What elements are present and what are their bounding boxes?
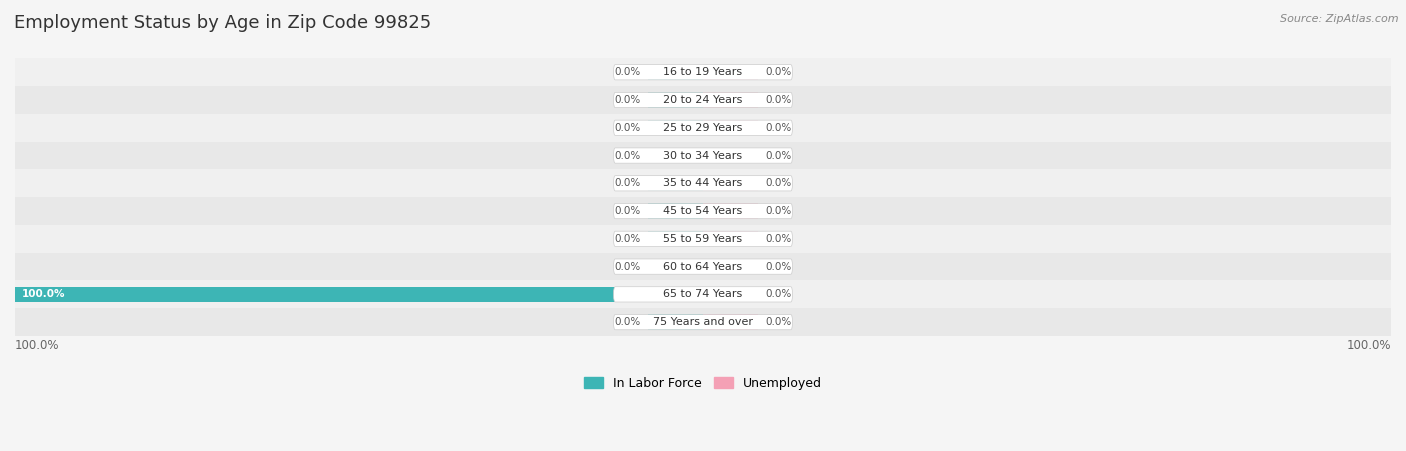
FancyBboxPatch shape (613, 64, 793, 80)
Text: 0.0%: 0.0% (614, 206, 641, 216)
Bar (703, 231, 758, 247)
Bar (15, 225, 1391, 253)
Text: 0.0%: 0.0% (765, 206, 792, 216)
Text: 0.0%: 0.0% (765, 262, 792, 272)
Text: 0.0%: 0.0% (765, 178, 792, 189)
Bar (15, 281, 1391, 308)
Bar (648, 314, 703, 330)
Bar (703, 287, 758, 302)
FancyBboxPatch shape (613, 259, 793, 274)
FancyBboxPatch shape (613, 203, 793, 219)
Bar (703, 176, 758, 191)
Text: 0.0%: 0.0% (614, 67, 641, 77)
Text: 0.0%: 0.0% (614, 178, 641, 189)
Text: 0.0%: 0.0% (765, 67, 792, 77)
Text: 55 to 59 Years: 55 to 59 Years (664, 234, 742, 244)
Legend: In Labor Force, Unemployed: In Labor Force, Unemployed (579, 372, 827, 395)
FancyBboxPatch shape (613, 92, 793, 108)
Bar (15, 308, 1391, 336)
Text: 0.0%: 0.0% (765, 290, 792, 299)
Bar (15, 287, 703, 302)
Bar (15, 197, 1391, 225)
Text: 0.0%: 0.0% (614, 317, 641, 327)
Bar (703, 92, 758, 108)
Bar (703, 120, 758, 135)
Text: 45 to 54 Years: 45 to 54 Years (664, 206, 742, 216)
Bar (703, 203, 758, 219)
Text: 100.0%: 100.0% (1347, 339, 1391, 352)
Bar (648, 92, 703, 108)
Text: 0.0%: 0.0% (765, 123, 792, 133)
Bar (703, 148, 758, 163)
Text: 25 to 29 Years: 25 to 29 Years (664, 123, 742, 133)
Text: 0.0%: 0.0% (765, 95, 792, 105)
Bar (703, 314, 758, 330)
Text: 0.0%: 0.0% (765, 234, 792, 244)
FancyBboxPatch shape (613, 231, 793, 247)
FancyBboxPatch shape (613, 314, 793, 330)
Text: 0.0%: 0.0% (614, 234, 641, 244)
FancyBboxPatch shape (613, 120, 793, 135)
FancyBboxPatch shape (613, 148, 793, 163)
Bar (648, 120, 703, 135)
Text: 0.0%: 0.0% (765, 317, 792, 327)
Bar (15, 86, 1391, 114)
Text: 75 Years and over: 75 Years and over (652, 317, 754, 327)
Text: 60 to 64 Years: 60 to 64 Years (664, 262, 742, 272)
Text: 30 to 34 Years: 30 to 34 Years (664, 151, 742, 161)
Bar (15, 170, 1391, 197)
Text: 0.0%: 0.0% (765, 151, 792, 161)
Text: 0.0%: 0.0% (614, 95, 641, 105)
Text: Source: ZipAtlas.com: Source: ZipAtlas.com (1281, 14, 1399, 23)
Text: 0.0%: 0.0% (614, 262, 641, 272)
Text: 100.0%: 100.0% (15, 339, 59, 352)
Bar (15, 142, 1391, 170)
FancyBboxPatch shape (613, 176, 793, 191)
Text: 0.0%: 0.0% (614, 123, 641, 133)
Bar (648, 64, 703, 80)
Text: 16 to 19 Years: 16 to 19 Years (664, 67, 742, 77)
Bar (15, 58, 1391, 86)
Bar (703, 64, 758, 80)
Text: 20 to 24 Years: 20 to 24 Years (664, 95, 742, 105)
Bar (648, 231, 703, 247)
Text: Employment Status by Age in Zip Code 99825: Employment Status by Age in Zip Code 998… (14, 14, 432, 32)
Bar (648, 176, 703, 191)
Text: 35 to 44 Years: 35 to 44 Years (664, 178, 742, 189)
FancyBboxPatch shape (613, 287, 793, 302)
Text: 0.0%: 0.0% (614, 151, 641, 161)
Bar (15, 114, 1391, 142)
Bar (15, 253, 1391, 281)
Bar (648, 148, 703, 163)
Bar (703, 259, 758, 274)
Text: 100.0%: 100.0% (22, 290, 66, 299)
Text: 65 to 74 Years: 65 to 74 Years (664, 290, 742, 299)
Bar (648, 203, 703, 219)
Bar (648, 259, 703, 274)
